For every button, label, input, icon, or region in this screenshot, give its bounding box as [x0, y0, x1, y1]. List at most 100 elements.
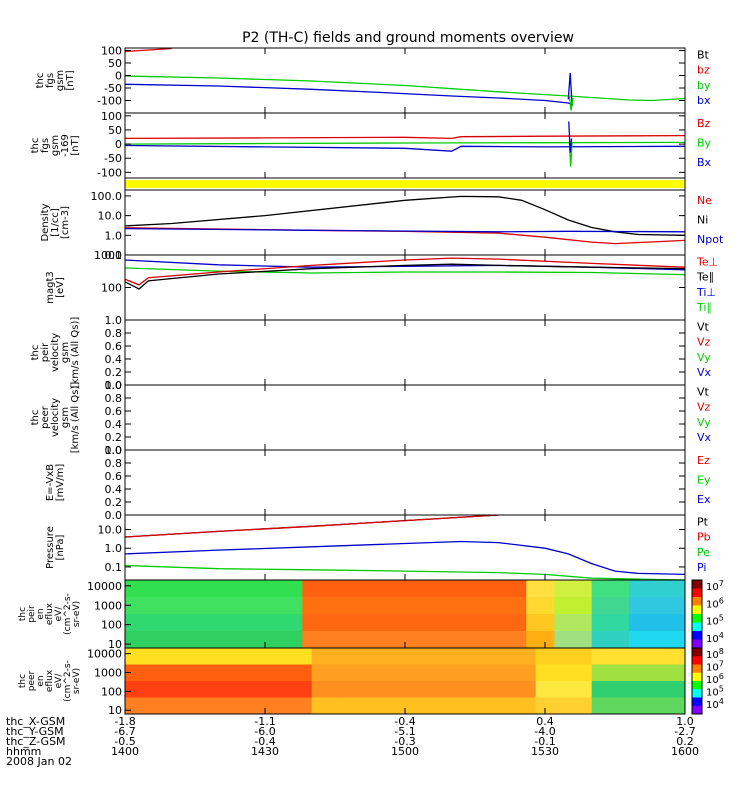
x-tick-label: 1500	[391, 745, 419, 758]
y-tick-label: 1.0	[105, 444, 123, 457]
colorbar-exponent: 4	[719, 697, 724, 706]
y-axis-label: [nT]	[70, 135, 81, 155]
y-axis-label: [1/cc]	[50, 208, 61, 237]
y-tick-label: 10	[108, 704, 122, 717]
x-row-label: hhmm	[6, 745, 41, 758]
series-line-by-spike	[568, 95, 574, 111]
series-group	[125, 121, 685, 167]
y-axis-label: fgs	[45, 73, 56, 88]
y-axis-label: [km/s (All Qs)]	[70, 317, 81, 389]
y-tick-label: -100	[97, 95, 122, 108]
y-axis-label: gsm	[50, 135, 61, 156]
legend-entry: Ey	[697, 473, 711, 486]
spectrogram-cell	[591, 580, 630, 598]
series-line-Bx	[125, 144, 685, 152]
y-tick-label: 1.0	[105, 379, 123, 392]
y-axis-label: sr-eV)	[72, 668, 82, 694]
legend-entry: Vx	[697, 366, 712, 379]
legend-entry: bz	[697, 64, 710, 77]
colorbar-cell	[692, 580, 702, 589]
spectrogram-cell	[554, 580, 593, 598]
y-tick-label: 0.0	[105, 379, 123, 392]
y-axis-label: peer	[27, 670, 37, 691]
legend-entry: Te⊥	[696, 256, 718, 269]
y-axis-label: [km/s (All Qs)]	[70, 382, 81, 454]
y-tick-label: -50	[104, 152, 122, 165]
x-tick-label: -1.8	[114, 715, 135, 728]
y-axis-label: thc	[30, 345, 41, 361]
spectrogram-cell	[125, 614, 303, 632]
y-tick-label: 100	[101, 619, 122, 632]
legend-entry: Ez	[697, 454, 710, 467]
y-axis-label: velocity	[50, 333, 61, 372]
y-axis-label: eV/	[54, 673, 64, 689]
colorbar-exponent: 6	[719, 672, 724, 681]
legend-entry: Pt	[697, 516, 709, 529]
colorbar-cell	[692, 672, 702, 682]
colorbar-cell	[692, 689, 702, 698]
y-tick-label: 50	[108, 57, 122, 70]
legend-entry: Ne	[697, 194, 712, 207]
y-axis-label: [nT]	[65, 70, 76, 90]
colorbar-label: 107	[706, 579, 724, 593]
legend-entry: Vz	[697, 401, 711, 414]
spectrogram-cell	[526, 614, 555, 632]
y-axis-label: thc	[30, 410, 41, 426]
x-axis-labels: -1.8-6.7-0.51400-1.1-6.0-0.41430-0.4-5.1…	[6, 715, 699, 768]
y-tick-label: 100.0	[91, 190, 123, 203]
y-axis-label: thc	[30, 138, 41, 154]
colorbar-cell	[692, 614, 702, 623]
colorbar-exponent: 6	[719, 596, 724, 605]
y-axis-label: Pressure	[45, 526, 56, 569]
x-tick-label: -0.3	[394, 735, 415, 748]
y-axis-label: (cm^2-s-	[63, 593, 73, 635]
y-axis-label: peir	[40, 342, 51, 362]
y-tick-label: 0.4	[105, 418, 123, 431]
legend-entry: Ti⊥	[696, 286, 716, 299]
legend-entry: Pb	[697, 531, 711, 544]
legend-entry: Pe	[697, 546, 710, 559]
x-tick-label: -6.7	[114, 725, 135, 738]
y-tick-label: 1000	[94, 667, 122, 680]
x-row-label: thc_X-GSM	[6, 715, 65, 728]
series-line-Pe	[125, 564, 685, 580]
series-line-Pi	[125, 540, 685, 576]
colorbar-cell	[692, 631, 702, 640]
colorbar-cell	[692, 648, 702, 657]
y-tick-label: 10.0	[98, 524, 123, 537]
y-tick-label: 1.0	[105, 314, 123, 327]
panel-frame	[124, 514, 686, 581]
x-tick-label: -5.1	[394, 725, 415, 738]
spectrogram-cell	[629, 597, 686, 615]
y-tick-label: 0	[115, 70, 122, 83]
y-axis-label: thc	[18, 674, 28, 688]
colorbar-frame	[691, 647, 703, 715]
x-tick-label: -0.5	[114, 735, 135, 748]
spectrogram-cell	[125, 580, 303, 598]
colorbar-label: 105	[706, 614, 724, 628]
colorbar-exponent: 8	[719, 647, 724, 656]
spectrogram-cell	[554, 631, 593, 649]
legend-entry: By	[697, 136, 712, 149]
y-tick-label: 1000	[94, 599, 122, 612]
spectrogram-cell	[591, 697, 686, 715]
y-tick-label: 100	[101, 110, 122, 123]
legend-entry: Vx	[697, 431, 712, 444]
x-tick-label: 1430	[251, 745, 279, 758]
colorbar-cell	[692, 656, 702, 665]
date-label: 2008 Jan 02	[6, 755, 72, 768]
y-tick-label: 0.0	[105, 444, 123, 457]
legend-entry: Ni	[697, 213, 708, 226]
spectrogram-cell	[302, 597, 527, 615]
series-line-bx-spike	[567, 72, 573, 106]
x-tick-label: 1600	[671, 745, 699, 758]
spectrogram-cell	[526, 631, 555, 649]
y-axis-label: thc	[35, 73, 46, 89]
spectrogram-cell	[591, 648, 686, 665]
status-bar-frame	[124, 177, 686, 191]
series-line-Bz	[125, 134, 685, 140]
panel-frame	[124, 47, 686, 114]
legend-entry: Bz	[697, 117, 711, 130]
x-tick-label: -0.1	[534, 735, 555, 748]
